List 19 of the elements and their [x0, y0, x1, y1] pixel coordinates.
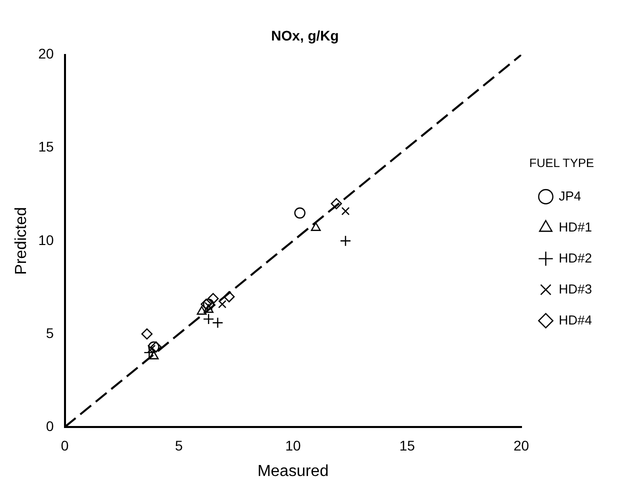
- y-tick-label: 20: [38, 46, 54, 62]
- y-axis-title: Predicted: [13, 207, 30, 275]
- legend-label: HD#1: [558, 219, 592, 234]
- x-tick-label: 20: [513, 437, 530, 454]
- y-tick-label: 5: [46, 324, 54, 341]
- y-tick-label: 0: [46, 418, 54, 434]
- x-tick-label: 0: [60, 437, 69, 454]
- x-tick-label: 15: [399, 437, 416, 454]
- chart-title: NOx, g/Kg: [271, 27, 339, 44]
- y-tick-label: 10: [38, 232, 54, 248]
- legend-label: HD#3: [558, 281, 592, 296]
- x-tick-label: 5: [174, 437, 183, 454]
- x-axis-title: Measured: [257, 462, 329, 480]
- legend-label: HD#4: [558, 312, 592, 328]
- y-tick-label: 15: [38, 138, 54, 155]
- legend-label: HD#2: [558, 250, 592, 266]
- legend-label: JP4: [558, 188, 582, 204]
- legend-title: FUEL TYPE: [529, 156, 594, 170]
- x-tick-label: 10: [285, 437, 302, 454]
